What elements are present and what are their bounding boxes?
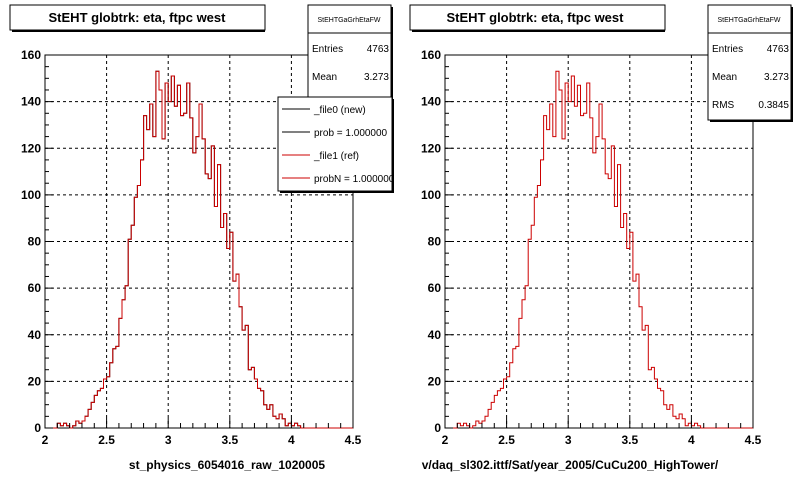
right-stats-entries-label: Entries: [712, 44, 743, 55]
left-y-tick-label-20: 20: [28, 374, 42, 388]
right-stats-mean-value: 3.273: [764, 72, 789, 83]
right-stats-mean-label: Mean: [712, 72, 737, 83]
right-y-tick-label-40: 40: [428, 328, 442, 342]
left-x-tick-label-2.5: 2.5: [98, 433, 115, 447]
left-axes: 0 20 40 60 80 100 120 140 160 2 2.5 3 3.5 4 4.5: [21, 48, 362, 447]
right-stats-rms-value: 0.3845: [758, 100, 789, 111]
right-chart-title: StEHT globtrk: eta, ftpc west: [447, 10, 625, 25]
left-x-tick-label-4.5: 4.5: [345, 433, 362, 447]
left-y-tick-label-80: 80: [28, 235, 42, 249]
right-x-tick-label-3.5: 3.5: [621, 433, 638, 447]
right-y-tick-label-60: 60: [428, 281, 442, 295]
left-stats-entries-label: Entries: [312, 44, 343, 55]
left-y-tick-label-40: 40: [28, 328, 42, 342]
left-histogram: [45, 70, 353, 429]
right-y-tick-label-100: 100: [421, 188, 441, 202]
right-histogram-panel: StEHT globtrk: eta, ftpc west 0 20 40 60 80 1…: [409, 4, 793, 472]
left-histogram-panel: StEHT globtrk: eta, ftpc west 0 20 40 60 80 1…: [9, 4, 395, 472]
right-x-tick-label-4: 4: [688, 433, 695, 447]
left-y-tick-label-160: 160: [21, 48, 41, 62]
left-stats-mean-label: Mean: [312, 72, 337, 83]
legend-label-probn: probN = 1.000000: [314, 174, 395, 185]
right-title-box: [409, 4, 666, 31]
left-chart-title: StEHT globtrk: eta, ftpc west: [49, 10, 227, 25]
right-histogram-series-0: [445, 70, 753, 429]
right-y-tick-label-0: 0: [434, 421, 441, 435]
right-x-tick-label-2.5: 2.5: [498, 433, 515, 447]
right-stats-entries-value: 4763: [767, 44, 790, 55]
left-stats-mean-value: 3.273: [364, 72, 389, 83]
left-x-tick-label-3.5: 3.5: [221, 433, 238, 447]
right-x-tick-label-3: 3: [565, 433, 572, 447]
right-stats-box[interactable]: StEHTGaGrhEtaFW Entries 4763 Mean 3.273 …: [707, 4, 793, 122]
right-y-tick-label-140: 140: [421, 95, 441, 109]
left-y-tick-label-0: 0: [34, 421, 41, 435]
right-x-tick-label-2: 2: [442, 433, 449, 447]
left-x-axis-label: st_physics_6054016_raw_1020005: [129, 458, 325, 472]
left-x-tick-label-2: 2: [42, 433, 49, 447]
right-y-tick-label-20: 20: [428, 374, 442, 388]
left-x-tick-label-4: 4: [288, 433, 295, 447]
left-y-tick-label-100: 100: [21, 188, 41, 202]
left-y-tick-label-140: 140: [21, 95, 41, 109]
left-histogram-series-1: [45, 70, 353, 429]
legend-label-prob: prob = 1.000000: [314, 128, 388, 139]
legend-box[interactable]: _file0 (new) prob = 1.000000 _file1 (ref…: [277, 96, 395, 193]
legend-label-new: _file0 (new): [313, 105, 366, 116]
left-title-box: [9, 4, 266, 31]
right-stats-title: StEHTGaGrhEtaFW: [717, 17, 780, 24]
right-stats-rms-label: RMS: [712, 100, 735, 111]
right-y-tick-label-160: 160: [421, 48, 441, 62]
right-y-tick-label-80: 80: [428, 235, 442, 249]
right-x-axis-label: v/daq_sl302.ittf/Sat/year_2005/CuCu200_H…: [422, 458, 719, 472]
legend-label-ref: _file1 (ref): [313, 151, 359, 162]
left-stats-entries-value: 4763: [367, 44, 390, 55]
left-y-tick-label-60: 60: [28, 281, 42, 295]
right-y-tick-label-120: 120: [421, 141, 441, 155]
right-x-tick-label-4.5: 4.5: [745, 433, 762, 447]
left-stats-title: StEHTGaGrhEtaFW: [317, 17, 380, 24]
right-histogram: [445, 70, 753, 429]
left-y-tick-label-120: 120: [21, 141, 41, 155]
left-stats-box[interactable]: StEHTGaGrhEtaFW Entries 4763 Mean 3.273: [307, 4, 393, 102]
right-axes: 0 20 40 60 80 100 120 140 160 2 2.5 3 3.5 4 4.5: [421, 48, 762, 447]
left-x-tick-label-3: 3: [165, 433, 172, 447]
